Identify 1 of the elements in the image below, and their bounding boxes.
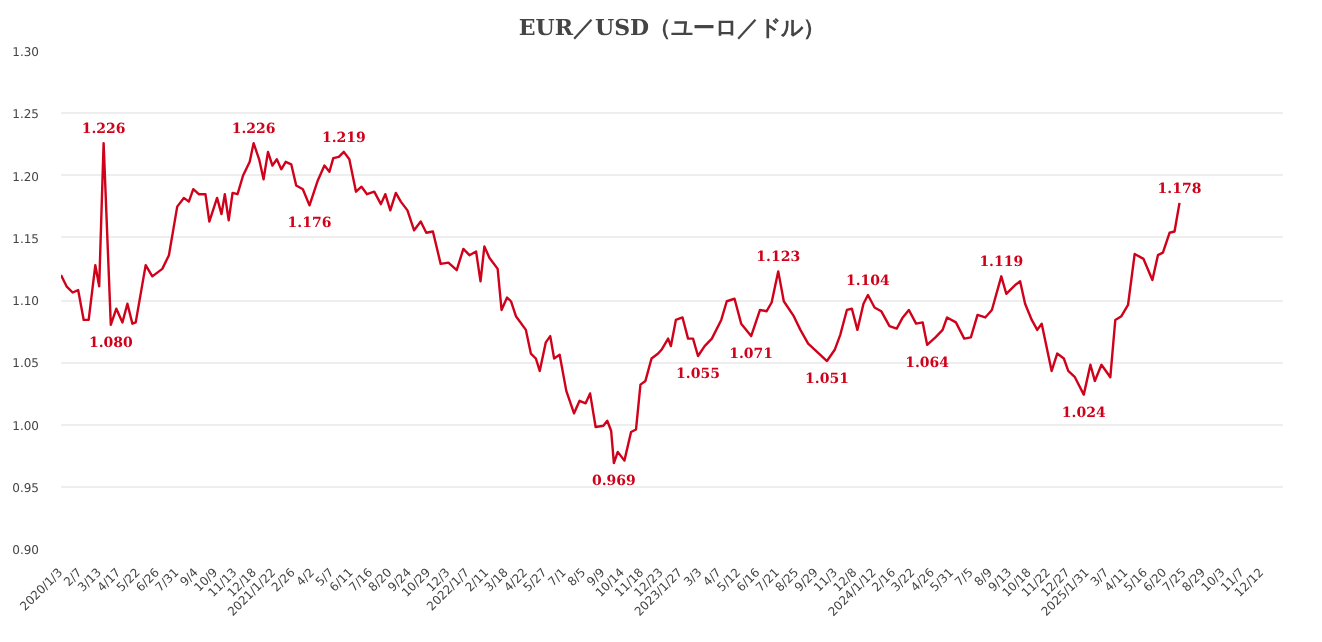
chart-title: EUR／USD（ユーロ／ドル） (518, 15, 826, 41)
